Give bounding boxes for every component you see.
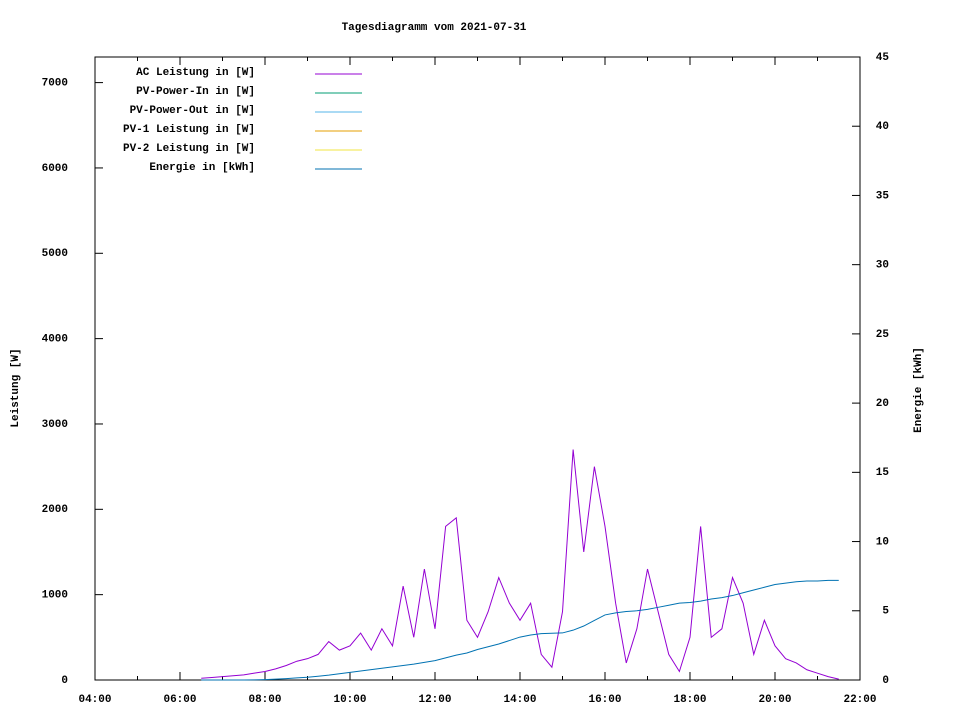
- legend-label: PV-2 Leistung in [W]: [123, 143, 255, 155]
- y-axis-label: Leistung [W]: [10, 348, 22, 427]
- x-tick-label: 14:00: [503, 694, 536, 706]
- y-tick-label: 1000: [42, 590, 68, 602]
- y-tick-label: 4000: [42, 334, 68, 346]
- y-tick-label: 0: [61, 675, 68, 687]
- y2-tick-label: 35: [876, 190, 890, 202]
- y2-axis-label: Energie [kWh]: [913, 347, 925, 433]
- series-line: [201, 579, 839, 681]
- legend-label: AC Leistung in [W]: [136, 67, 255, 79]
- y-tick-label: 7000: [42, 78, 68, 90]
- y2-tick-label: 20: [876, 398, 889, 410]
- legend-label: PV-Power-In in [W]: [136, 86, 255, 98]
- y2-tick-label: 45: [876, 52, 890, 64]
- y2-tick-label: 10: [876, 536, 889, 548]
- x-tick-label: 22:00: [843, 694, 876, 706]
- legend-label: Energie in [kWh]: [149, 162, 255, 174]
- legend-label: PV-1 Leistung in [W]: [123, 124, 255, 136]
- series-line: [201, 449, 839, 680]
- x-tick-label: 06:00: [163, 694, 196, 706]
- y2-tick-label: 25: [876, 329, 890, 341]
- y-tick-label: 3000: [42, 419, 68, 431]
- x-tick-label: 16:00: [588, 694, 621, 706]
- x-tick-label: 10:00: [333, 694, 366, 706]
- y-tick-label: 6000: [42, 163, 68, 175]
- x-tick-label: 18:00: [673, 694, 706, 706]
- chart-title: Tagesdiagramm vom 2021-07-31: [342, 22, 527, 34]
- y2-tick-label: 5: [882, 606, 889, 618]
- y2-tick-label: 0: [882, 675, 889, 687]
- x-tick-label: 12:00: [418, 694, 451, 706]
- y-tick-label: 2000: [42, 504, 68, 516]
- legend-label: PV-Power-Out in [W]: [130, 105, 255, 117]
- y2-tick-label: 15: [876, 467, 890, 479]
- x-tick-label: 20:00: [758, 694, 791, 706]
- y-tick-label: 5000: [42, 248, 68, 260]
- y2-tick-label: 40: [876, 121, 889, 133]
- y2-tick-label: 30: [876, 260, 889, 272]
- x-tick-label: 04:00: [78, 694, 111, 706]
- x-tick-label: 08:00: [248, 694, 281, 706]
